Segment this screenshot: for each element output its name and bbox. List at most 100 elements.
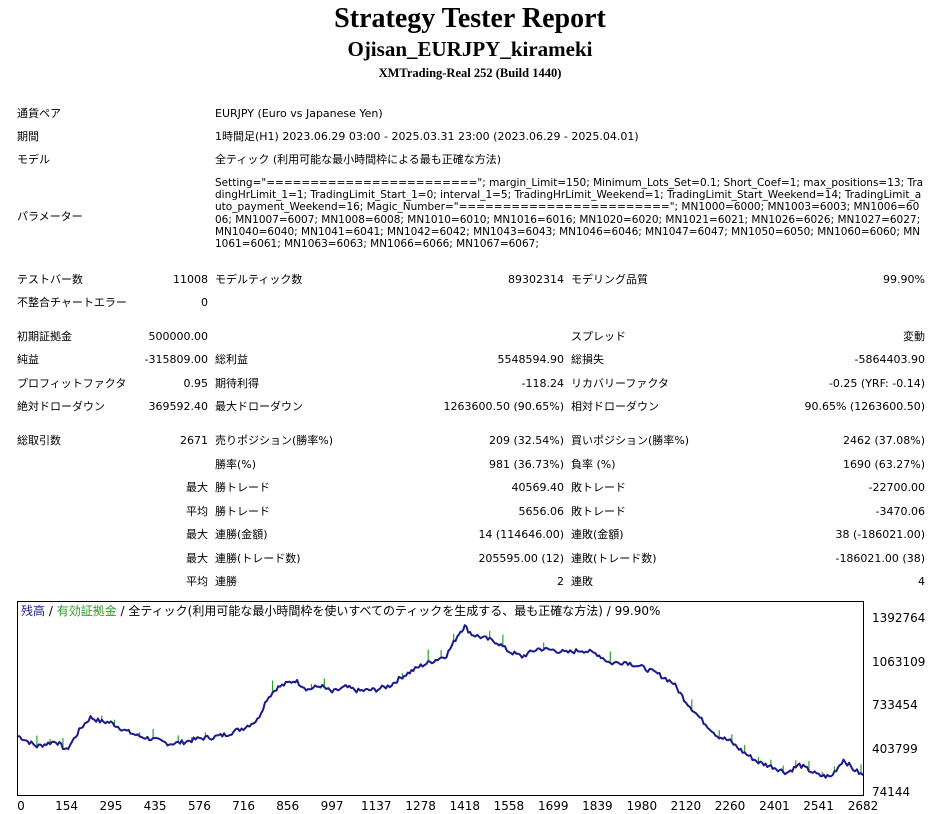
params-label: パラメーター — [17, 210, 83, 223]
x-tick-label: 1699 — [538, 799, 569, 813]
y-tick-label: 403799 — [872, 741, 918, 756]
pf-label: プロフィットファクタ — [17, 377, 127, 390]
abs-dd-value: 369592.40 — [148, 400, 209, 413]
bars-value: 11008 — [173, 273, 208, 286]
x-tick-label: 2260 — [714, 799, 746, 813]
quality-label: モデリング品質 — [571, 273, 648, 286]
legend-separator: / — [45, 604, 57, 618]
long-label: 買いポジション(勝率%) — [571, 434, 690, 447]
x-tick-label: 576 — [188, 799, 211, 813]
max-win-label: 勝トレード — [215, 481, 270, 494]
y-tick-label: 74144 — [872, 785, 911, 799]
legend-equity: 有効証拠金 — [56, 604, 117, 618]
quality-value: 99.90% — [883, 273, 925, 286]
cons-loss-count-value: -186021.00 (38) — [835, 552, 925, 565]
spread-label: スプレッド — [571, 330, 626, 343]
legend-balance: 残高 — [21, 604, 46, 618]
long-value: 2462 (37.08%) — [842, 434, 925, 447]
cons-loss-money-label: 連敗(金額) — [571, 528, 624, 541]
loss-rate-value: 1690 (63.27%) — [842, 458, 925, 471]
loss-rate-label: 負率 (%) — [571, 458, 616, 471]
short-label: 売りポジション(勝率%) — [215, 434, 334, 447]
max-win-value: 40569.40 — [511, 481, 565, 494]
trades-label: 総取引数 — [17, 434, 61, 447]
avg-label-1: 平均 — [186, 505, 208, 518]
max-label-1: 最大 — [186, 481, 208, 494]
expert-name: Ojisan_EURJPY_kirameki — [347, 37, 593, 61]
trades-value: 2671 — [180, 434, 208, 447]
x-tick-label: 2401 — [759, 799, 790, 813]
x-tick-label: 154 — [55, 799, 78, 813]
ticks-label: モデルティック数 — [215, 273, 303, 286]
x-tick-label: 1558 — [493, 799, 525, 813]
mismatch-value: 0 — [201, 296, 208, 309]
x-tick-label: 295 — [99, 799, 123, 813]
params-value: Setting="========================"; marg… — [215, 177, 924, 251]
avg-label-2: 平均 — [186, 575, 208, 588]
server-name: XMTrading-Real 252 (Build 1440) — [378, 66, 562, 80]
gross-loss-value: -5864403.90 — [854, 353, 925, 366]
rel-dd-label: 相対ドローダウン — [571, 400, 659, 413]
gross-profit-label: 総利益 — [215, 353, 248, 366]
x-tick-label: 2120 — [670, 799, 702, 813]
recovery-value: -0.25 (YRF: -0.14) — [828, 377, 925, 390]
gross-profit-value: 5548594.90 — [497, 353, 564, 366]
win-rate-value: 981 (36.73%) — [488, 458, 564, 471]
expected-label: 期待利得 — [215, 377, 259, 390]
period-value: 1時間足(H1) 2023.06.29 03:00 - 2025.03.31 2… — [215, 130, 639, 143]
abs-dd-label: 絶対ドローダウン — [17, 400, 105, 413]
model-label: モデル — [17, 153, 50, 166]
max-dd-label: 最大ドローダウン — [215, 400, 303, 413]
win-rate-label: 勝率(%) — [215, 458, 257, 471]
avg-win-label: 勝トレード — [215, 505, 270, 518]
y-tick-label: 1063109 — [872, 654, 926, 669]
y-tick-label: 1392764 — [872, 611, 926, 625]
rel-dd-value: 90.65% (1263600.50) — [804, 400, 925, 413]
cons-win-count-value: 205595.00 (12) — [478, 552, 564, 565]
x-tick-label: 0 — [17, 799, 25, 813]
recovery-label: リカバリーファクタ — [571, 377, 669, 390]
mismatch-label: 不整合チャートエラー — [17, 296, 127, 309]
avg-cons-win-value: 2 — [557, 575, 564, 588]
legend-model-info: / 全ティック(利用可能な最小時間枠を使いすべてのティックを生成する、最も正確な… — [116, 604, 661, 618]
balance-chart — [17, 601, 864, 796]
cons-win-money-value: 14 (114646.00) — [478, 528, 564, 541]
avg-cons-win-label: 連勝 — [215, 575, 237, 588]
pair-label: 通貨ペア — [17, 107, 61, 120]
pair-value: EURJPY (Euro vs Japanese Yen) — [215, 107, 383, 120]
x-tick-label: 1137 — [360, 799, 392, 813]
cons-win-count-label: 連勝(トレード数) — [215, 552, 301, 565]
avg-cons-loss-value: 4 — [918, 575, 925, 588]
max-label-3: 最大 — [186, 552, 208, 565]
bars-label: テストバー数 — [17, 273, 83, 286]
cons-win-money-label: 連勝(金額) — [215, 528, 268, 541]
cons-loss-count-label: 連敗(トレード数) — [571, 552, 657, 565]
x-tick-label: 716 — [232, 799, 256, 813]
deposit-label: 初期証拠金 — [17, 330, 72, 343]
max-label-2: 最大 — [186, 528, 208, 541]
chart-plot-area — [18, 624, 863, 779]
chart-legend: 残高 / 有効証拠金 / 全ティック(利用可能な最小時間枠を使いすべてのティック… — [21, 604, 660, 619]
ticks-value: 89302314 — [508, 273, 564, 286]
y-tick-label: 733454 — [872, 698, 918, 712]
gross-loss-label: 総損失 — [571, 353, 604, 366]
spread-value: 変動 — [903, 330, 925, 343]
net-label: 純益 — [17, 353, 39, 366]
short-value: 209 (32.54%) — [488, 434, 564, 447]
model-value: 全ティック (利用可能な最小時間枠による最も正確な方法) — [215, 153, 502, 166]
pf-value: 0.95 — [183, 377, 209, 390]
max-dd-value: 1263600.50 (90.65%) — [443, 400, 564, 413]
x-tick-label: 856 — [276, 799, 300, 813]
expected-value: -118.24 — [521, 377, 564, 390]
avg-loss-label: 敗トレード — [571, 505, 626, 518]
avg-cons-loss-label: 連敗 — [571, 575, 593, 588]
net-value: -315809.00 — [144, 353, 208, 366]
deposit-value: 500000.00 — [148, 330, 209, 343]
max-loss-label: 敗トレード — [571, 481, 626, 494]
max-loss-value: -22700.00 — [868, 481, 925, 494]
x-tick-label: 1418 — [449, 799, 481, 813]
x-tick-label: 435 — [143, 799, 167, 813]
report-header: Strategy Tester Report Ojisan_EURJPY_kir… — [0, 4, 940, 81]
x-tick-label: 2682 — [847, 799, 879, 813]
x-tick-label: 2541 — [803, 799, 834, 813]
